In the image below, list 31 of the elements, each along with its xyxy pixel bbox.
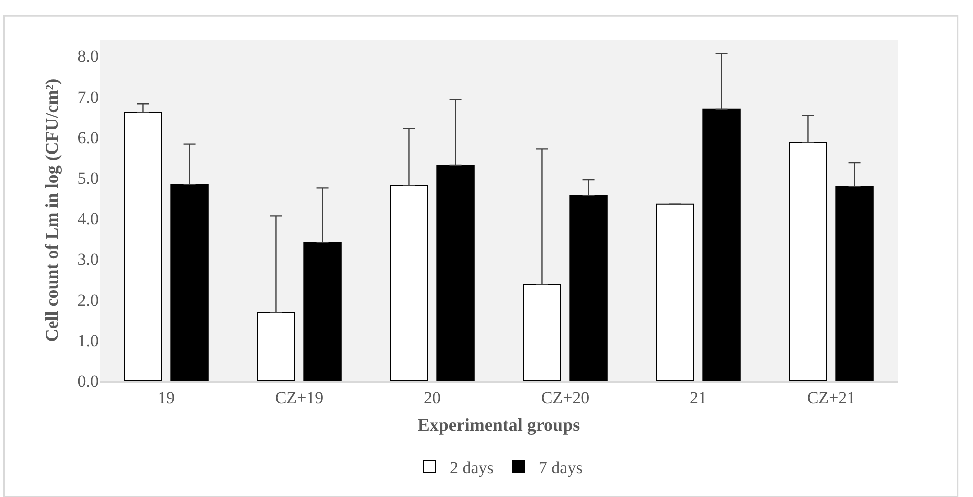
y-tick-label: 2.0 xyxy=(78,290,99,310)
bar xyxy=(390,185,428,381)
y-tick-label: 1.0 xyxy=(78,331,99,350)
bar xyxy=(523,284,562,381)
bar xyxy=(304,242,342,381)
bar xyxy=(257,312,296,381)
y-tick-label: 6.0 xyxy=(78,128,99,148)
bar xyxy=(170,184,209,381)
y-tick-label: 0.0 xyxy=(78,372,99,391)
x-tick-label: 21 xyxy=(690,388,707,408)
bar xyxy=(124,112,162,381)
y-tick-label: 4.0 xyxy=(78,210,99,229)
bar xyxy=(436,164,475,381)
bar xyxy=(836,186,874,381)
legend-label: 7 days xyxy=(538,458,583,478)
bar xyxy=(702,108,741,381)
y-axis-title: Cell count of Lm in log (CFU/cm²) xyxy=(42,78,62,342)
y-tick-label: 7.0 xyxy=(78,88,99,107)
y-tick-label: 5.0 xyxy=(78,168,99,188)
bar xyxy=(656,204,694,381)
legend-label: 2 days xyxy=(450,458,494,478)
x-tick-label: 19 xyxy=(158,388,175,408)
y-tick-label: 8.0 xyxy=(78,47,99,66)
bar xyxy=(789,142,828,381)
y-tick-label: 3.0 xyxy=(78,250,99,270)
bar xyxy=(570,195,608,381)
x-tick-label: CZ+20 xyxy=(541,388,590,408)
x-tick-label: CZ+19 xyxy=(275,388,324,408)
x-tick-label: CZ+21 xyxy=(807,388,856,408)
x-axis-title: Experimental groups xyxy=(418,415,580,435)
x-tick-label: 20 xyxy=(424,388,441,408)
